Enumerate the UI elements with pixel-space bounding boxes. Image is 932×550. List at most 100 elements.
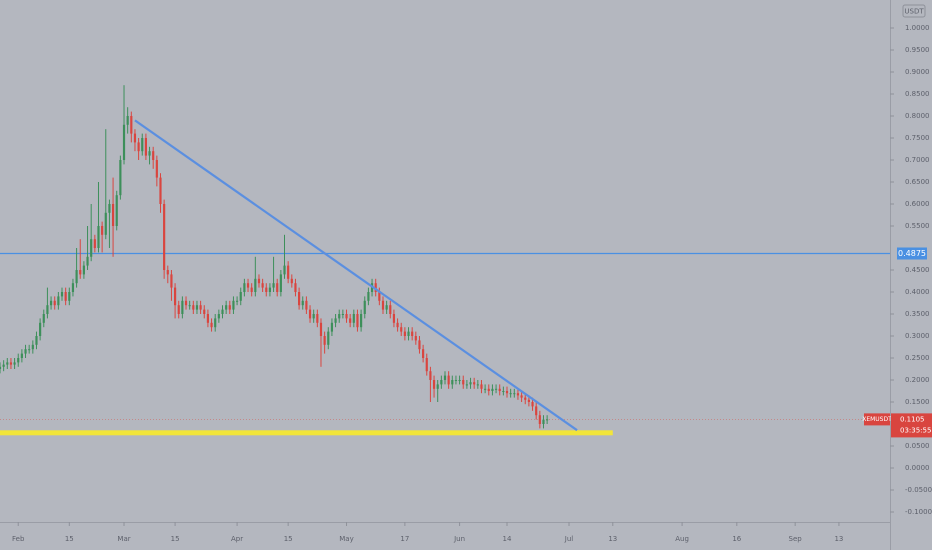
candle-body (53, 300, 56, 306)
candle-body (2, 364, 5, 367)
candle-body (115, 195, 118, 226)
y-tick-label: 0.5500 (905, 222, 930, 230)
currency[interactable]: USDT (904, 8, 924, 16)
y-tick-label: 0.3000 (905, 332, 930, 340)
y-tick-label: 0.4500 (905, 266, 930, 274)
candle-body (323, 336, 326, 345)
symbol: XEMUSDT (862, 416, 892, 423)
candle-body (257, 278, 261, 284)
candle-body (378, 291, 381, 301)
candle-body (349, 318, 352, 323)
candle-body (126, 115, 129, 125)
candle-body (516, 393, 520, 396)
y-tick-label: 0.2000 (905, 376, 930, 384)
candle-body (374, 283, 377, 292)
x-tick-label: 16 (732, 535, 741, 543)
candle-body (57, 296, 60, 306)
candle-body (20, 353, 23, 359)
candle-body (119, 159, 122, 196)
candle-body (513, 393, 516, 395)
candle-body (155, 159, 158, 178)
y-tick-label: 0.6500 (905, 178, 930, 186)
candle-body (491, 388, 494, 392)
candle-body (414, 336, 417, 341)
candle-body (228, 305, 231, 310)
candle-body (400, 327, 403, 332)
y-tick-label: 0.9500 (905, 46, 930, 54)
horizontal-line-label: 0.4875 (898, 249, 926, 258)
candle-body (494, 388, 498, 390)
candle-body (90, 239, 93, 257)
candle-body (392, 314, 396, 323)
candle-body (159, 177, 162, 204)
candle-body (46, 305, 49, 315)
candle-body (152, 151, 155, 160)
y-tick-label: 0.2500 (905, 354, 930, 362)
candle-body (235, 300, 239, 302)
x-tick-label: 15 (171, 535, 180, 543)
candle-body (524, 397, 527, 400)
candle-body (181, 300, 184, 315)
candle-body (97, 225, 100, 248)
candle-body (283, 265, 286, 275)
y-tick-label: -0.1000 (905, 508, 932, 516)
candle-body (221, 309, 224, 315)
candle-body (276, 283, 279, 292)
candle-body (396, 322, 399, 328)
y-tick-label: 0.0500 (905, 442, 930, 450)
y-tick-label: 0.7000 (905, 156, 930, 164)
candle-body (217, 314, 220, 319)
candle-body (509, 393, 512, 395)
candle-body (184, 300, 188, 306)
candle-body (49, 300, 53, 306)
candle-body (177, 305, 180, 315)
candle-body (203, 309, 206, 315)
candle-body (330, 322, 334, 332)
candle-body (101, 225, 104, 235)
candle-body (498, 388, 501, 392)
candle-body (163, 203, 166, 270)
candle-body (239, 291, 242, 301)
candle-body (122, 124, 126, 160)
y-tick-label: 0.8000 (905, 112, 930, 120)
candle-body (443, 375, 447, 381)
candle-body (64, 291, 67, 301)
x-tick-label: Feb (12, 535, 25, 543)
candle-body (243, 283, 246, 292)
y-tick-label: -0.0500 (905, 486, 932, 494)
candle-body (327, 331, 330, 345)
candle-body (367, 291, 370, 301)
candle-body (148, 151, 151, 156)
candle-body (363, 300, 366, 315)
candle-body (385, 305, 388, 310)
x-tick-label: 13 (608, 535, 617, 543)
candle-body (71, 283, 75, 292)
horizontal-line-tag (897, 247, 927, 260)
candle-body (265, 287, 268, 292)
y-tick-label: 0.9000 (905, 68, 930, 76)
x-tick-label: Aug (675, 535, 689, 543)
candle-body (79, 269, 82, 275)
candle-body (403, 331, 406, 337)
candle-body (473, 382, 476, 385)
candle-body (356, 314, 359, 328)
candle-body (93, 239, 96, 248)
candle-body (345, 314, 348, 319)
candle-body (418, 340, 421, 350)
candle-body (535, 406, 538, 416)
candle-body (166, 269, 169, 275)
candle-body (279, 274, 282, 292)
candle-body (436, 384, 439, 389)
x-tick-label: Jul (564, 535, 574, 543)
candle-body (480, 384, 483, 389)
candle-body (133, 133, 137, 143)
candle-body (13, 362, 16, 365)
candle-body (268, 287, 272, 292)
candle-body (319, 322, 323, 337)
currency-box[interactable] (902, 4, 926, 18)
candle-body (454, 380, 458, 382)
candle-body (261, 283, 264, 288)
y-tick-label: 1.0000 (905, 24, 930, 32)
